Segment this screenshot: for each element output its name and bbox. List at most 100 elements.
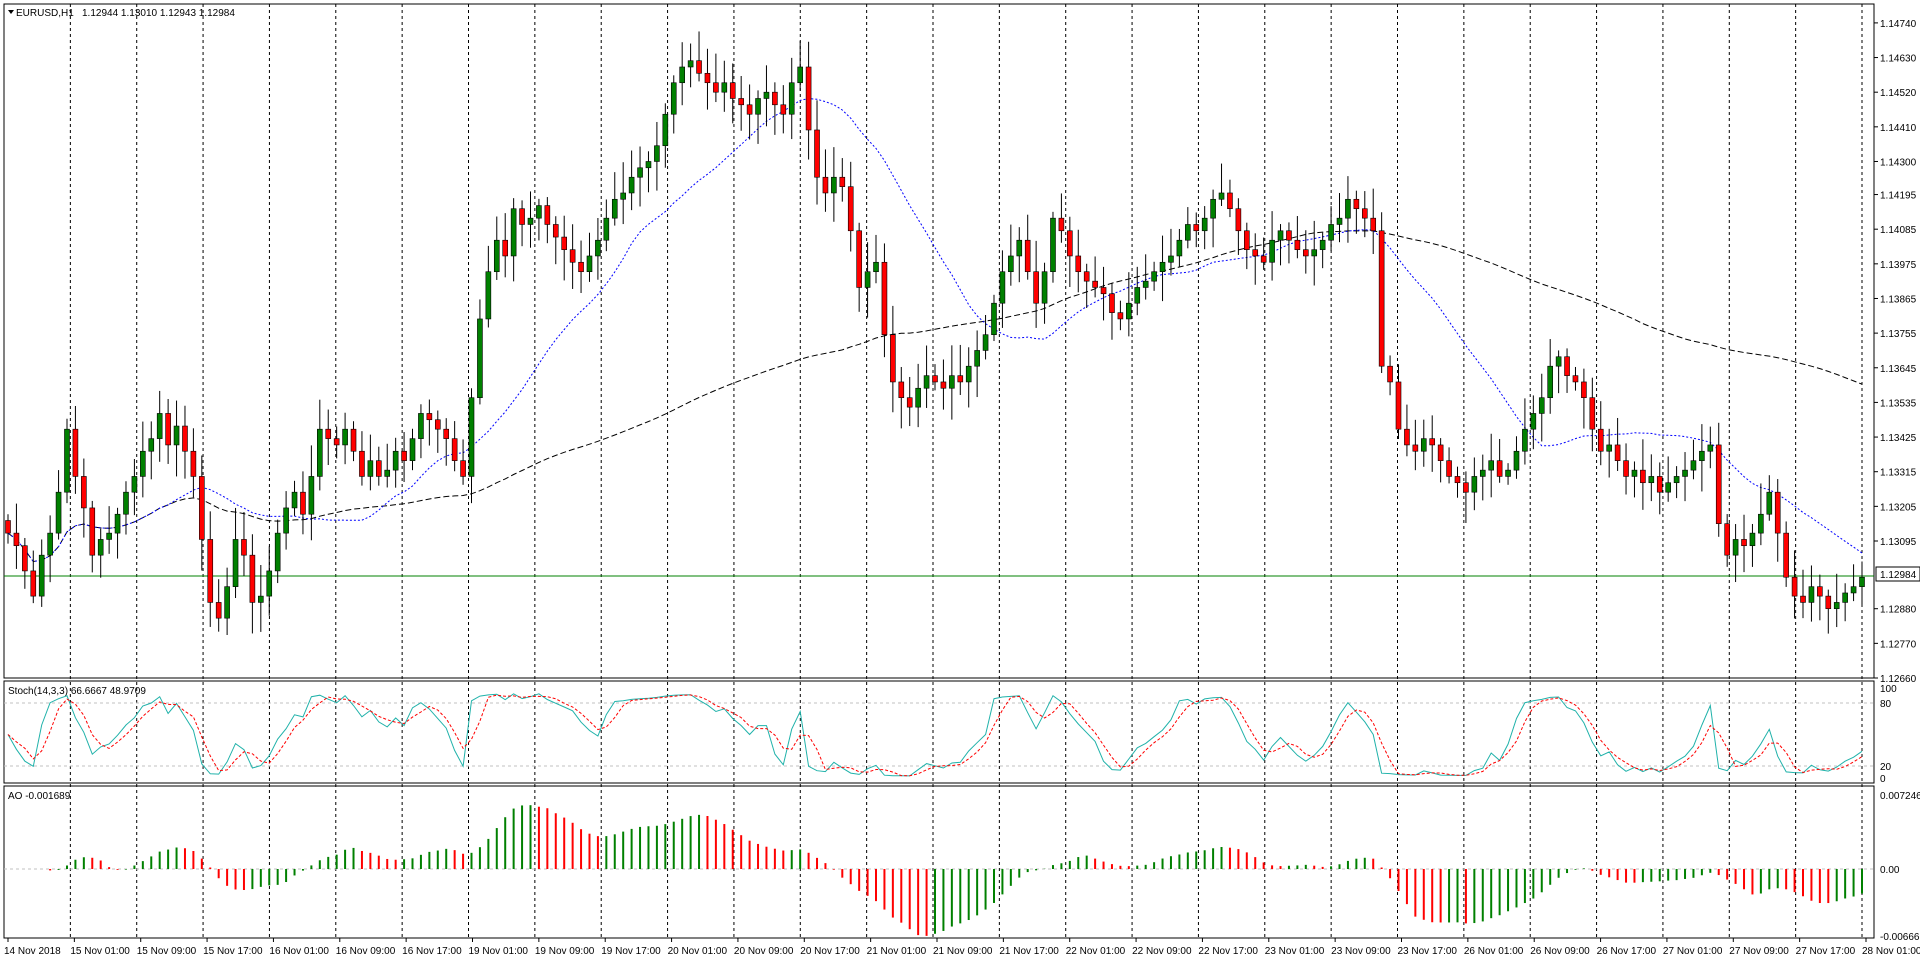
candle-body [1008,255,1014,273]
slow-ma-line [7,230,1863,563]
candle-body [645,161,652,169]
candle-body [923,375,930,389]
candle-body [493,239,500,273]
candle-body [1067,230,1073,257]
ao-panel-frame [3,785,1875,939]
candlesticks [5,31,1865,635]
candle-body [890,334,896,383]
candle-body [603,217,610,241]
candle-body [654,145,660,162]
candle-body [536,205,542,219]
candle-body [1631,469,1638,477]
candle-body [1126,302,1132,320]
main-panel-frame [3,3,1875,679]
candle-body [342,428,348,446]
candle-body [519,208,525,225]
candle-body [1050,217,1056,273]
candle-body [856,230,862,288]
candle-body [864,271,871,288]
candle-body [831,176,837,194]
stochastic-panel: Stoch(14,3,3) 66.6667 48.9709 100 80 20 … [4,684,1897,785]
candle-body [1041,271,1048,304]
candle-body [224,586,230,619]
candle-body [687,60,694,68]
time-axis-label: 22 Nov 09:00 [1132,946,1192,957]
candle-body [1311,249,1318,257]
candle-body [1345,198,1351,219]
candle-body [1732,539,1739,556]
candle-body [1581,381,1587,398]
candle-body [1724,523,1730,556]
candle-body [1673,476,1680,484]
candle-body [940,381,947,389]
symbol-dropdown-icon[interactable] [8,10,14,14]
candle-body [1193,224,1200,232]
ohlc-readout: 1.12944 1.13010 1.12943 1.12984 [82,8,235,19]
candle-body [1420,438,1427,452]
candle-body [1690,460,1697,471]
candle-body [418,413,424,439]
price-axis-label: 1.13095 [1880,537,1917,548]
candle-body [283,507,289,534]
candle-body [258,595,264,603]
time-axis-label: 16 Nov 17:00 [402,946,462,957]
candle-body [215,602,222,619]
time-axis-label: 14 Nov 2018 [4,946,61,957]
candle-body [1303,249,1309,257]
candle-body [1547,365,1553,398]
price-axis-label: 1.14300 [1880,157,1917,168]
candle-body [1479,469,1486,477]
candle-body [308,476,315,515]
candle-body [1488,460,1494,471]
time-axis-label: 23 Nov 01:00 [1265,946,1325,957]
candle-body [47,532,53,556]
candle-body [1294,239,1301,250]
candle-body [468,397,475,477]
candle-body [1370,217,1377,232]
candle-body [1134,287,1141,304]
candle-body [932,375,938,383]
candle-body [1075,255,1082,273]
candle-body [1412,444,1419,452]
candle-body [1800,595,1806,603]
price-axis-label: 1.14195 [1880,191,1917,202]
current-price-tag: 1.12984 [1875,566,1920,582]
fast-moving-average [7,97,1863,563]
candle-body [131,476,138,493]
stoch-axis-20: 20 [1880,762,1892,773]
candle-body [755,98,761,115]
candle-body [1656,476,1663,493]
candle-body [1572,375,1579,383]
current-price-value: 1.12984 [1880,570,1917,581]
candle-body [333,438,340,446]
candle-body [788,82,795,115]
candle-body [375,460,382,477]
candle-body [1159,261,1166,273]
time-axis-label: 20 Nov 09:00 [734,946,794,957]
candle-body [696,60,702,74]
candle-body [241,539,247,556]
candle-body [477,318,483,398]
candle-body [64,428,70,493]
time-axis-label: 15 Nov 17:00 [203,946,263,957]
candle-body [1429,438,1436,446]
candle-body [999,271,1006,304]
candle-body [1260,255,1267,263]
candle-body [1336,217,1343,225]
candle-body [1682,469,1688,477]
candle-body [1446,460,1452,477]
candle-body [367,460,374,477]
candle-body [190,450,197,477]
candle-body [1252,249,1259,257]
candle-body [552,224,559,238]
stoch-main-line [7,693,1863,777]
candle-body [502,239,509,257]
candle-body [350,428,357,452]
candle-body [1555,356,1562,367]
symbol-label: EURUSD,H1 [16,8,74,19]
candle-body [1117,312,1124,320]
candle-body [148,438,155,452]
candle-body [72,428,79,477]
candle-body [1024,239,1031,273]
